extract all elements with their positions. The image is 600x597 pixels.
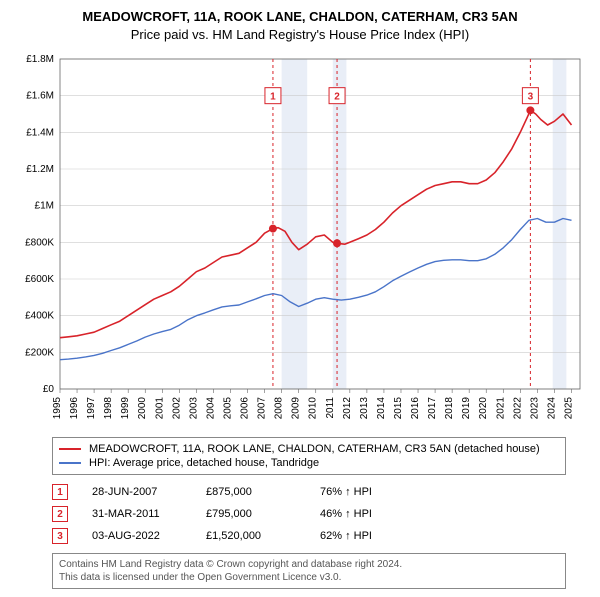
event-date: 31-MAR-2011 xyxy=(92,508,182,520)
svg-text:£1.2M: £1.2M xyxy=(26,164,54,175)
svg-text:2025: 2025 xyxy=(563,397,574,420)
legend: MEADOWCROFT, 11A, ROOK LANE, CHALDON, CA… xyxy=(52,437,566,475)
svg-text:2000: 2000 xyxy=(137,397,148,420)
svg-text:2: 2 xyxy=(334,92,340,103)
event-date: 28-JUN-2007 xyxy=(92,486,182,498)
event-row: 2 31-MAR-2011 £795,000 46% ↑ HPI xyxy=(52,503,588,525)
event-marker: 1 xyxy=(52,484,68,500)
svg-text:1995: 1995 xyxy=(52,397,63,420)
events-table: 1 28-JUN-2007 £875,000 76% ↑ HPI 2 31-MAR-201… xyxy=(52,481,588,547)
svg-text:2021: 2021 xyxy=(495,397,506,420)
legend-label: HPI: Average price, detached house, Tand… xyxy=(89,457,319,469)
chart-svg: £0 £200K £400K £600K £800K £1M £1.2M £1.4M £1.6M… xyxy=(12,49,588,429)
svg-text:£1M: £1M xyxy=(35,201,54,212)
svg-text:2011: 2011 xyxy=(325,397,336,419)
svg-text:2006: 2006 xyxy=(240,397,251,420)
svg-text:1997: 1997 xyxy=(86,397,97,420)
svg-text:2015: 2015 xyxy=(393,397,404,420)
event-hpi: 76% ↑ HPI xyxy=(320,486,420,498)
svg-text:2016: 2016 xyxy=(410,397,421,420)
line-chart: £0 £200K £400K £600K £800K £1M £1.2M £1.4M £1.6M… xyxy=(12,49,588,429)
footer-line-2: This data is licensed under the Open Gov… xyxy=(59,571,559,584)
svg-text:3: 3 xyxy=(528,92,534,103)
svg-text:£0: £0 xyxy=(43,384,55,395)
footer-line-1: Contains HM Land Registry data © Crown c… xyxy=(59,558,559,571)
svg-text:2008: 2008 xyxy=(274,397,285,420)
svg-text:2024: 2024 xyxy=(546,397,557,420)
svg-text:1: 1 xyxy=(270,92,276,103)
svg-text:1998: 1998 xyxy=(103,397,114,420)
event-marker: 3 xyxy=(52,528,68,544)
legend-swatch xyxy=(59,462,81,464)
event-price: £875,000 xyxy=(206,486,296,498)
svg-text:2018: 2018 xyxy=(444,397,455,420)
svg-text:£400K: £400K xyxy=(25,311,54,322)
legend-item: HPI: Average price, detached house, Tand… xyxy=(59,456,559,470)
svg-text:£1.4M: £1.4M xyxy=(26,127,54,138)
attribution-footer: Contains HM Land Registry data © Crown c… xyxy=(52,553,566,589)
svg-text:2003: 2003 xyxy=(188,397,199,420)
svg-text:2007: 2007 xyxy=(257,397,268,420)
chart-container: MEADOWCROFT, 11A, ROOK LANE, CHALDON, CA… xyxy=(0,0,600,597)
svg-text:2005: 2005 xyxy=(222,397,233,420)
event-price: £795,000 xyxy=(206,508,296,520)
legend-label: MEADOWCROFT, 11A, ROOK LANE, CHALDON, CA… xyxy=(89,443,540,455)
svg-text:2022: 2022 xyxy=(512,397,523,420)
svg-text:2014: 2014 xyxy=(376,397,387,420)
svg-text:£800K: £800K xyxy=(25,237,54,248)
svg-text:2023: 2023 xyxy=(529,397,540,420)
svg-text:£600K: £600K xyxy=(25,274,54,285)
svg-text:£200K: £200K xyxy=(25,347,54,358)
event-price: £1,520,000 xyxy=(206,530,296,542)
svg-text:2012: 2012 xyxy=(342,397,353,420)
title-line-1: MEADOWCROFT, 11A, ROOK LANE, CHALDON, CA… xyxy=(12,8,588,26)
event-marker: 2 xyxy=(52,506,68,522)
event-hpi: 46% ↑ HPI xyxy=(320,508,420,520)
event-date: 03-AUG-2022 xyxy=(92,530,182,542)
svg-text:2002: 2002 xyxy=(171,397,182,420)
svg-text:2009: 2009 xyxy=(291,397,302,420)
svg-text:2010: 2010 xyxy=(308,397,319,420)
svg-text:1999: 1999 xyxy=(120,397,131,420)
event-row: 3 03-AUG-2022 £1,520,000 62% ↑ HPI xyxy=(52,525,588,547)
svg-text:2019: 2019 xyxy=(461,397,472,420)
title-block: MEADOWCROFT, 11A, ROOK LANE, CHALDON, CA… xyxy=(12,8,588,43)
svg-text:2020: 2020 xyxy=(478,397,489,420)
svg-text:1996: 1996 xyxy=(69,397,80,420)
svg-text:£1.8M: £1.8M xyxy=(26,54,54,65)
svg-text:2004: 2004 xyxy=(205,397,216,420)
svg-text:2017: 2017 xyxy=(427,397,438,420)
svg-text:2001: 2001 xyxy=(154,397,165,420)
title-line-2: Price paid vs. HM Land Registry's House … xyxy=(12,26,588,44)
event-hpi: 62% ↑ HPI xyxy=(320,530,420,542)
legend-item: MEADOWCROFT, 11A, ROOK LANE, CHALDON, CA… xyxy=(59,442,559,456)
svg-text:2013: 2013 xyxy=(359,397,370,420)
legend-swatch xyxy=(59,448,81,450)
event-row: 1 28-JUN-2007 £875,000 76% ↑ HPI xyxy=(52,481,588,503)
svg-text:£1.6M: £1.6M xyxy=(26,91,54,102)
